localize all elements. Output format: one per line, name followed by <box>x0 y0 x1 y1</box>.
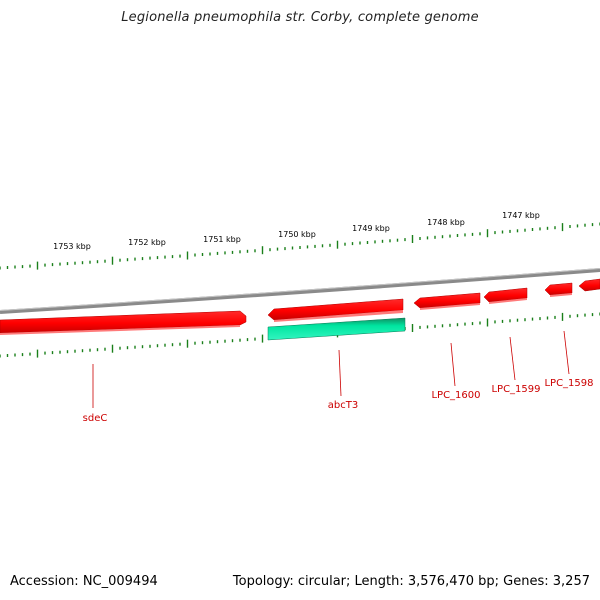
gene-label: LPC_1598 <box>544 378 593 389</box>
label-leader-line <box>563 330 570 375</box>
accession-text: Accession: NC_009494 <box>10 574 158 589</box>
gene-lpc-1600[interactable] <box>413 292 481 310</box>
gene-right-edge[interactable] <box>578 278 600 292</box>
kbp-label: 1750 kbp <box>278 230 316 239</box>
kbp-label: 1751 kbp <box>203 235 241 244</box>
gene-arrow[interactable] <box>267 317 406 341</box>
label-leader-line <box>509 336 516 381</box>
gene-arrow-shadow <box>0 325 240 335</box>
kbp-label: 1748 kbp <box>427 218 465 227</box>
kbp-label: 1747 kbp <box>502 211 540 220</box>
gene-lpc-1598[interactable] <box>544 282 573 297</box>
gene-lpc-1599[interactable] <box>483 287 528 304</box>
genome-backbone-highlight <box>0 268 600 311</box>
gene-arrow-shadow <box>489 298 527 304</box>
gene-arrow[interactable] <box>544 282 573 296</box>
label-leader-line <box>338 349 342 397</box>
gene-forward-block[interactable] <box>267 298 404 322</box>
gene-arrow-shadow <box>550 293 572 297</box>
map-title: Legionella pneumophila str. Corby, compl… <box>121 10 479 25</box>
outer-tick-row <box>0 222 600 270</box>
gene-label: LPC_1599 <box>491 384 540 395</box>
gene-arrow[interactable] <box>578 278 600 292</box>
gene-arrow-shadow <box>420 303 480 310</box>
genome-summary-text: Topology: circular; Length: 3,576,470 bp… <box>232 574 590 589</box>
gene-label: sdeC <box>83 413 108 424</box>
genome-backbone <box>0 268 600 314</box>
gene-abct3[interactable] <box>267 317 406 341</box>
gene-sdec[interactable] <box>0 310 247 335</box>
gene-label: LPC_1600 <box>431 390 480 401</box>
label-leader-line <box>450 342 456 387</box>
kbp-label: 1749 kbp <box>352 224 390 233</box>
kbp-label: 1753 kbp <box>53 242 91 251</box>
gene-label: abcT3 <box>328 400 358 411</box>
gene-arrow[interactable] <box>0 310 247 334</box>
kbp-label: 1752 kbp <box>128 238 166 247</box>
gene-arrow-shadow <box>274 310 403 322</box>
